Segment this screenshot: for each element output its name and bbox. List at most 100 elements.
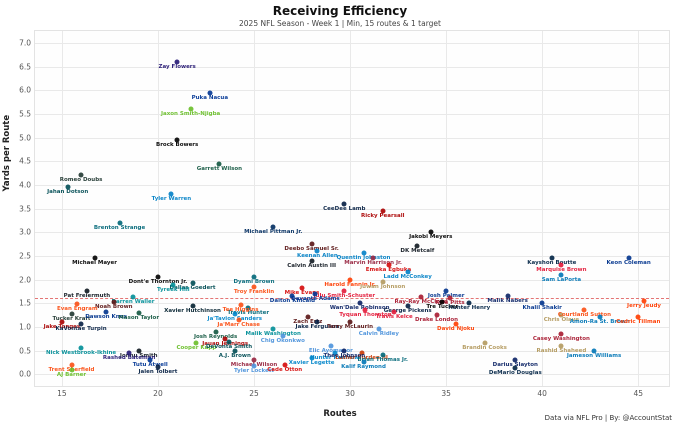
data-point <box>190 280 196 286</box>
data-point-label: Elic Ayomanor <box>308 347 353 354</box>
data-point-label: Josh Palmer <box>427 293 465 300</box>
data-point-label: Ladd McConkey <box>383 274 432 281</box>
data-point <box>505 293 511 299</box>
data-point <box>147 357 153 363</box>
data-point <box>434 312 440 318</box>
data-point-label: Khalil Shakir <box>522 305 562 312</box>
data-point <box>270 326 276 332</box>
data-point-label: Jake Ferguson <box>295 324 340 331</box>
y-tick-label: 4.0 <box>19 180 31 190</box>
gridline-horizontal <box>35 137 669 139</box>
data-point-label: David Njoku <box>437 326 475 333</box>
data-point <box>626 255 632 261</box>
data-point <box>641 298 647 304</box>
data-point <box>92 255 98 261</box>
data-point-label: Zach Ertz <box>293 319 323 326</box>
data-point <box>380 279 386 285</box>
data-point-label: Jake Tonges <box>43 324 81 331</box>
data-point-label: Sam LaPorta <box>541 276 582 283</box>
y-tick-label: 6.0 <box>19 85 31 95</box>
data-point-label: Courtland Sutton <box>557 312 612 319</box>
data-point-label: Garrett Wilson <box>196 165 243 172</box>
data-point-label: Tucker Kraft <box>52 316 91 323</box>
data-point-label: Cedric Tillman <box>616 319 661 326</box>
data-point-label: Troy Franklin <box>233 288 275 295</box>
x-tick-label: 40 <box>537 389 547 398</box>
gridline-vertical <box>350 31 352 386</box>
data-point-label: Rashod Bateman <box>102 355 156 362</box>
data-point <box>222 336 228 342</box>
data-point <box>193 340 199 346</box>
y-axis-label: Yards per Route <box>2 114 12 192</box>
data-point-label: Tre Tucker <box>426 304 459 311</box>
y-tick-label: 4.5 <box>19 156 31 166</box>
x-tick-label: 20 <box>153 389 163 398</box>
data-point <box>84 288 90 294</box>
data-point-label: Cade Otton <box>267 366 303 373</box>
data-point-label: Jerry Jeudy <box>627 302 661 309</box>
data-point <box>466 300 472 306</box>
data-point-label: Dont'e Thornton Jr. <box>128 279 188 286</box>
data-point-label: Travis Kelce <box>375 313 413 320</box>
x-axis-label: Routes <box>323 409 357 419</box>
data-point <box>59 319 65 325</box>
data-point-label: Wan'Dale Robinson <box>329 305 390 312</box>
gridline-horizontal <box>35 255 669 257</box>
data-point-label: Tyquan Thornton <box>339 312 392 319</box>
data-point-label: Emeka Egbuka <box>365 267 412 274</box>
data-point-label: Dawson Knox <box>85 313 127 320</box>
data-point <box>361 250 367 256</box>
data-point <box>361 359 367 365</box>
data-point-label: Romeo Doubs <box>59 177 103 184</box>
data-point <box>174 137 180 143</box>
data-point-label: Tyreek Hill <box>156 287 190 294</box>
gridline-horizontal <box>35 232 669 234</box>
data-point <box>188 106 194 112</box>
data-point <box>347 319 353 325</box>
data-point <box>213 329 219 335</box>
data-point-label: Evan Engram <box>56 306 98 313</box>
data-point-label: Hunter Henry <box>448 305 491 312</box>
data-point <box>386 262 391 268</box>
data-point <box>69 367 74 373</box>
data-point <box>380 352 386 358</box>
data-point <box>512 357 518 363</box>
data-point <box>558 312 564 318</box>
data-point <box>232 311 238 317</box>
gridline-horizontal <box>35 90 669 92</box>
gridline-horizontal <box>35 161 669 163</box>
data-point-label: Theo Johnson <box>323 352 366 359</box>
y-tick-label: 0.0 <box>19 369 31 379</box>
data-point-label: Josh Reynolds <box>193 333 238 340</box>
gridline-horizontal <box>35 374 669 376</box>
data-point-label: Ja'Marr Chase <box>217 321 260 328</box>
data-point <box>216 161 222 167</box>
data-point <box>328 343 334 349</box>
data-point-label: Mason Taylor <box>118 314 160 321</box>
data-point-label: Ricky Pearsall <box>360 212 405 219</box>
data-point <box>190 303 196 309</box>
data-point <box>341 348 347 353</box>
data-point <box>512 365 518 371</box>
data-point <box>78 172 84 178</box>
data-point <box>282 362 288 368</box>
data-point-label: Noah Brown <box>94 304 133 311</box>
data-point-label: Pat Freiermuth <box>63 293 111 300</box>
data-point-label: Mike Evans <box>284 290 320 297</box>
data-point <box>443 288 449 294</box>
data-point <box>332 350 338 356</box>
gridline-vertical <box>157 31 159 386</box>
data-point <box>370 255 376 261</box>
data-point <box>418 294 424 300</box>
data-point-label: Marvin Harrison Jr. <box>344 260 403 267</box>
data-point-label: Zay Flowers <box>158 63 196 70</box>
data-point <box>380 208 386 214</box>
data-point-label: Marquise Brown <box>536 267 587 274</box>
x-tick-label: 25 <box>249 389 259 398</box>
gridline-vertical <box>446 31 448 386</box>
x-tick-label: 45 <box>633 389 644 398</box>
data-point <box>136 310 142 316</box>
data-point-label: Kyle Pitts <box>435 300 465 307</box>
data-point-label: Jalen Tolbert <box>138 369 178 376</box>
data-point <box>69 362 74 368</box>
